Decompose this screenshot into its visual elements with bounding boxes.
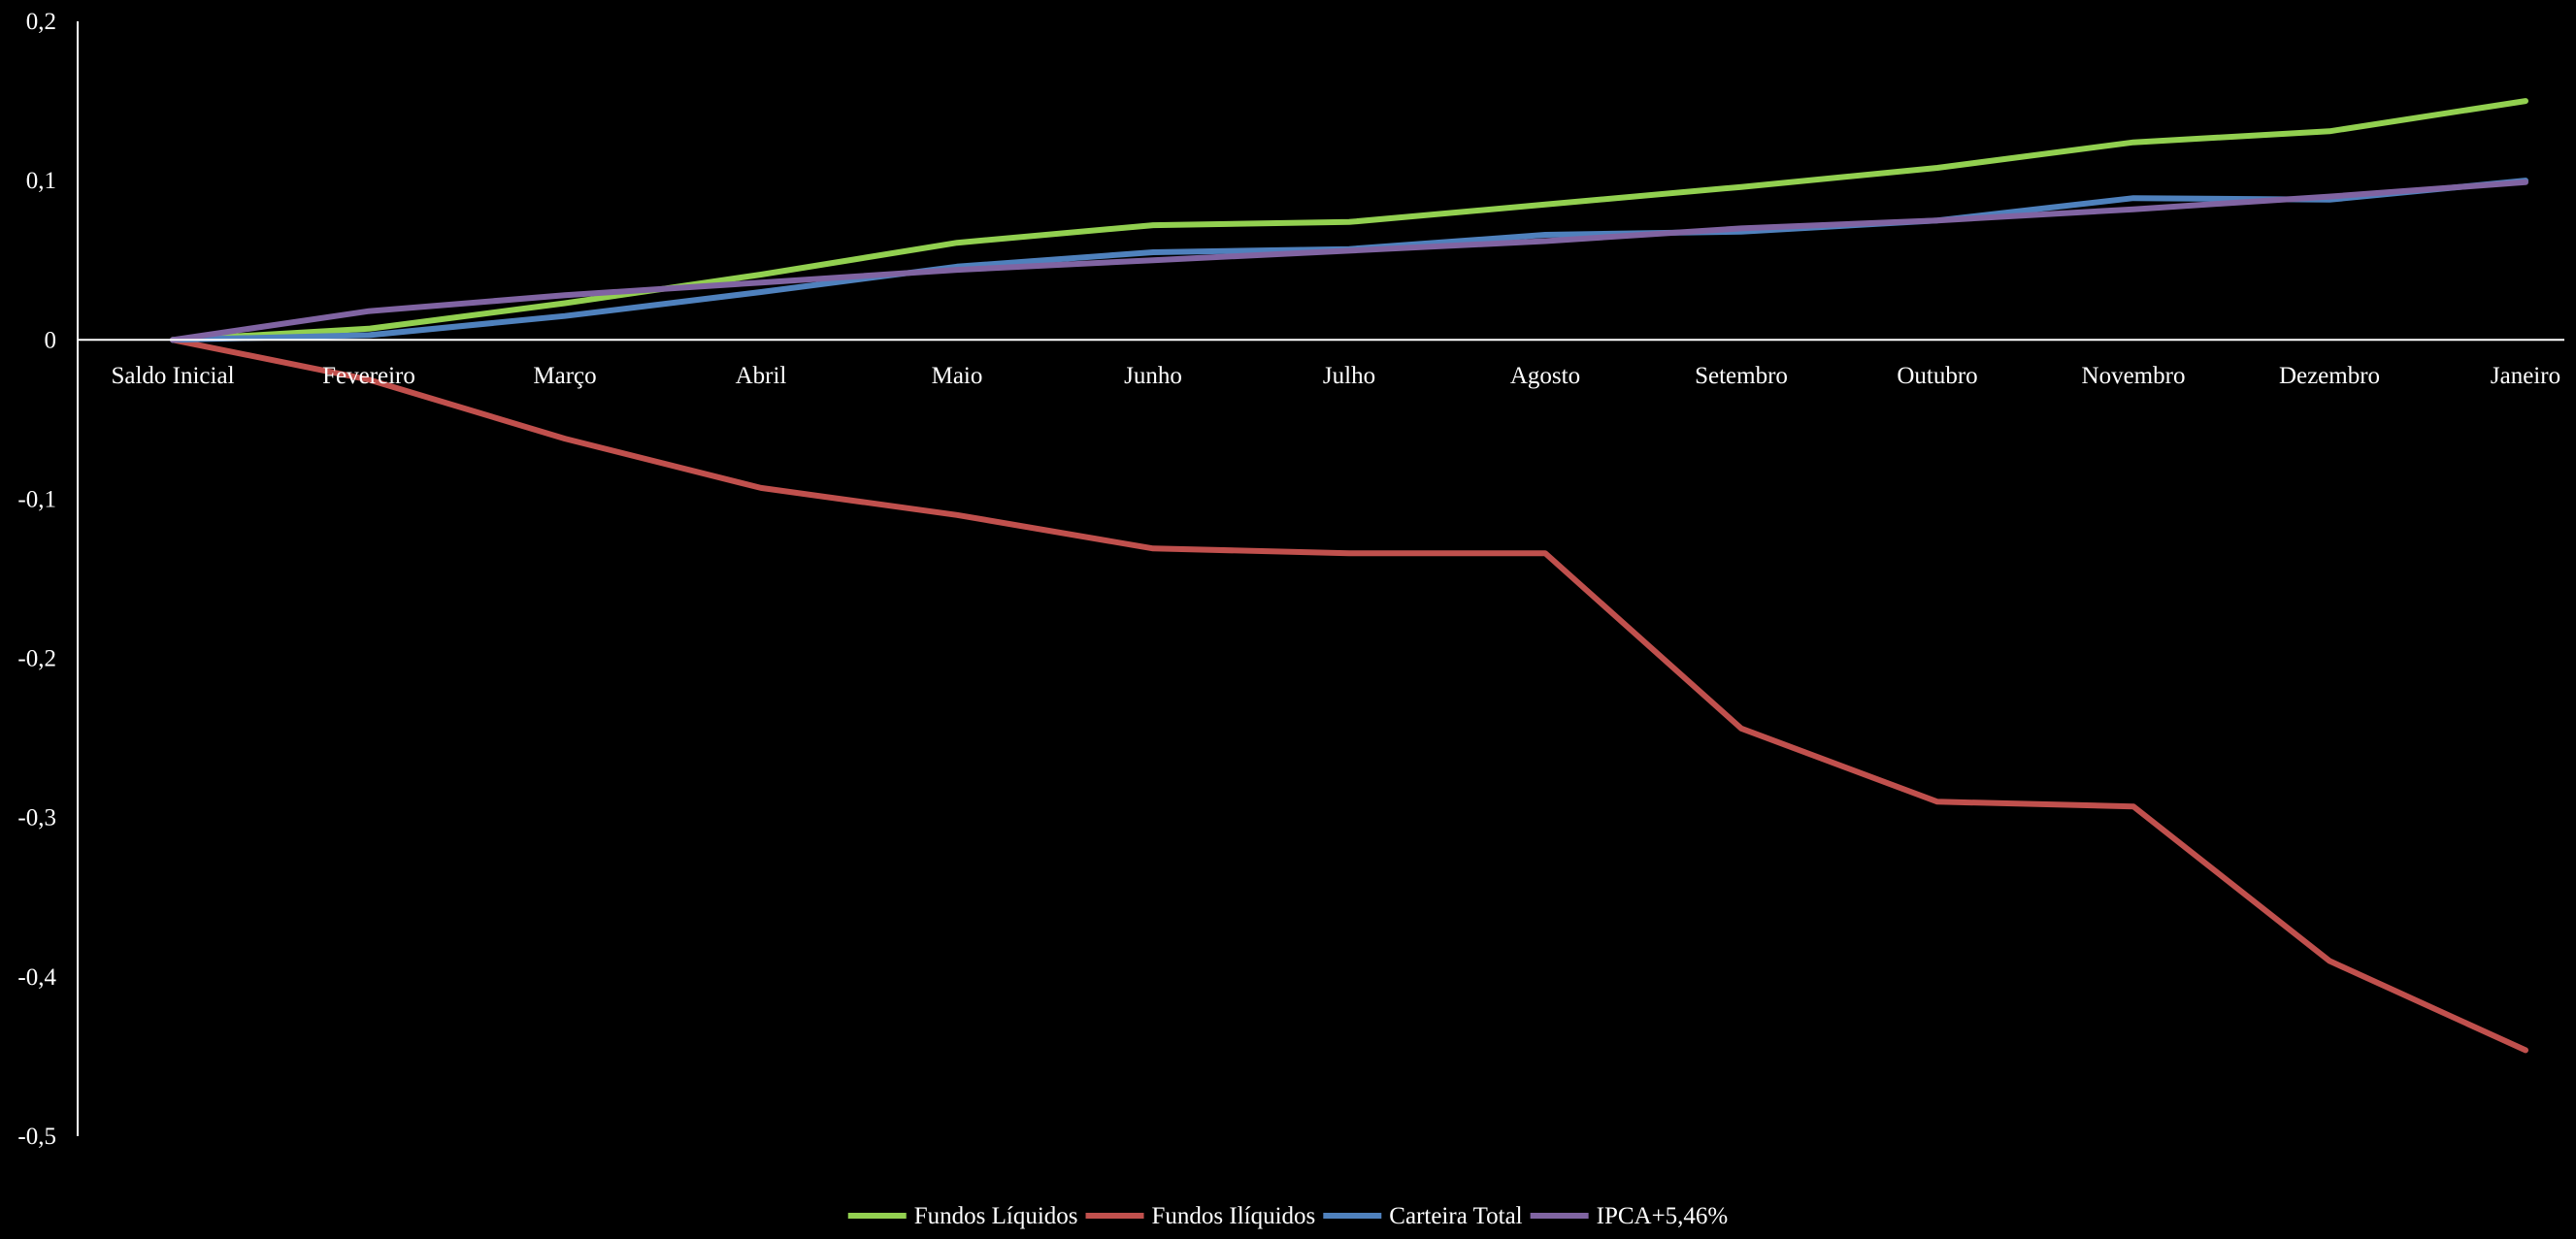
legend: Fundos Líquidos Fundos Ilíquidos Carteira … [847,1203,1729,1229]
y-tick-label-0: 0 [45,327,57,353]
x-tick-labels: Saldo Inicial Fevereiro Março Abril Maio Junh… [111,363,2560,389]
x-tick-label-julho: Julho [1323,363,1375,389]
series-line-fundos-iliquidos [170,337,2528,1054]
x-tick-label-janeiro: Janeiro [2491,363,2560,389]
legend-item-ipca-5-46: IPCA+5,46% [1530,1203,1729,1229]
x-tick-label-novembro: Novembro [2082,363,2186,389]
x-tick-label-fevereiro: Fevereiro [322,363,415,389]
series-line-ipca-5-46 [170,179,2528,343]
series-line-fundos-liquidos [170,98,2528,343]
legend-label-fundos-liquidos: Fundos Líquidos [914,1203,1078,1229]
y-tick-label-0-2: 0,2 [26,9,56,35]
y-tick-label-0-3: -0,3 [17,805,56,831]
x-tick-label-abril: Abril [736,363,787,389]
x-tick-label-setembro: Setembro [1695,363,1788,389]
y-tick-label-0-1: -0,1 [17,486,56,512]
x-tick-label-outubro: Outubro [1897,363,1977,389]
legend-label-carteira-total: Carteira Total [1389,1203,1522,1229]
legend-item-fundos-liquidos: Fundos Líquidos [847,1203,1078,1229]
y-tick-label-0-4: -0,4 [17,964,56,991]
x-tick-label-dezembro: Dezembro [2279,363,2380,389]
legend-item-carteira-total: Carteira Total [1323,1203,1523,1229]
x-tick-label-agosto: Agosto [1510,363,1580,389]
legend-label-fundos-iliquidos: Fundos Ilíquidos [1152,1203,1316,1229]
x-tick-label-maio: Maio [932,363,983,389]
axes [77,21,2564,1136]
x-tick-label-saldo-inicial: Saldo Inicial [111,363,234,389]
y-tick-label-0-5: -0,5 [17,1124,56,1150]
legend-item-fundos-iliquidos: Fundos Ilíquidos [1085,1203,1316,1229]
x-tick-label-marco: Março [533,363,596,389]
y-tick-labels: 0,2 0,1 0 -0,1 -0,2 -0,3 -0,4 -0,5 [17,9,56,1150]
y-tick-label-0-2: -0,2 [17,646,56,672]
plot-lines [170,98,2528,1054]
legend-label-ipca-5-46: IPCA+5,46% [1597,1203,1729,1229]
y-tick-label-0-1: 0,1 [26,168,56,194]
x-tick-label-junho: Junho [1124,363,1182,389]
